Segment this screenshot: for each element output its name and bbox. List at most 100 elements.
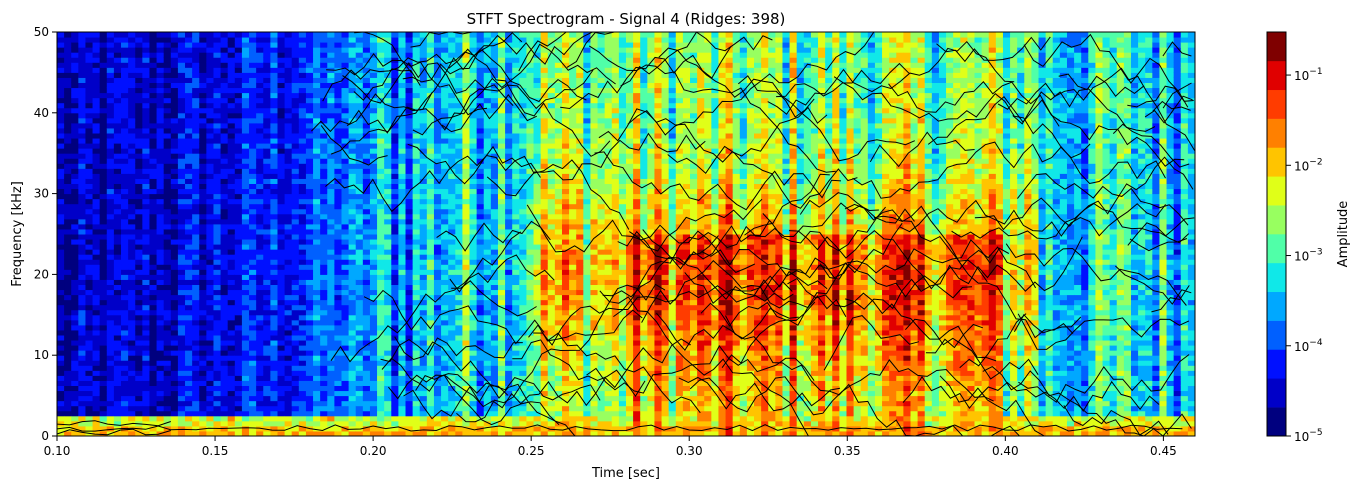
heatmap-cell bbox=[412, 92, 421, 99]
heatmap-cell bbox=[490, 415, 499, 422]
heatmap-cell bbox=[192, 314, 200, 321]
heatmap-cell bbox=[106, 178, 115, 184]
heatmap-cell bbox=[462, 370, 471, 376]
heatmap-cell bbox=[341, 345, 350, 351]
heatmap-cell bbox=[377, 345, 385, 351]
heatmap-cell bbox=[277, 420, 286, 427]
heatmap-cell bbox=[476, 62, 485, 68]
heatmap-cell bbox=[78, 289, 86, 296]
heatmap-cell bbox=[192, 420, 200, 427]
heatmap-cell bbox=[305, 77, 314, 83]
heatmap-cell bbox=[362, 153, 371, 159]
heatmap-cell bbox=[455, 400, 463, 407]
heatmap-cell bbox=[334, 52, 342, 58]
heatmap-cell bbox=[298, 143, 307, 149]
heatmap-cell bbox=[142, 52, 150, 58]
heatmap-cell bbox=[426, 183, 435, 190]
heatmap-cell bbox=[455, 203, 463, 210]
heatmap-cell bbox=[99, 309, 108, 316]
heatmap-cell bbox=[469, 289, 478, 296]
heatmap-cell bbox=[220, 97, 229, 104]
heatmap-cell bbox=[362, 345, 371, 351]
heatmap-cell bbox=[113, 173, 122, 179]
heatmap-cell bbox=[490, 102, 499, 109]
heatmap-cell bbox=[291, 163, 300, 169]
heatmap-cell bbox=[256, 148, 264, 154]
heatmap-cell bbox=[99, 294, 108, 301]
heatmap-cell bbox=[398, 304, 407, 311]
heatmap-cell bbox=[313, 365, 321, 371]
heatmap-cell bbox=[497, 254, 506, 260]
heatmap-cell bbox=[128, 138, 136, 144]
heatmap-cell bbox=[490, 198, 499, 205]
heatmap-cell bbox=[348, 92, 357, 99]
heatmap-cell bbox=[270, 178, 278, 184]
heatmap-cell bbox=[263, 370, 271, 376]
heatmap-cell bbox=[113, 370, 122, 376]
heatmap-cell bbox=[106, 67, 115, 73]
heatmap-cell bbox=[263, 340, 271, 346]
heatmap-cell bbox=[199, 102, 207, 109]
heatmap-cell bbox=[490, 117, 499, 124]
heatmap-cell bbox=[277, 223, 286, 230]
heatmap-cell bbox=[348, 425, 357, 432]
heatmap-cell bbox=[256, 380, 264, 386]
heatmap-cell bbox=[462, 47, 471, 53]
heatmap-cell bbox=[426, 410, 435, 417]
heatmap-cell bbox=[149, 329, 158, 336]
heatmap-cell bbox=[71, 72, 79, 78]
heatmap-cell bbox=[185, 350, 193, 356]
heatmap-cell bbox=[177, 138, 186, 144]
heatmap-cell bbox=[441, 415, 449, 422]
heatmap-cell bbox=[462, 138, 471, 144]
heatmap-cell bbox=[177, 385, 186, 392]
heatmap-cell bbox=[391, 143, 399, 149]
heatmap-cell bbox=[270, 249, 278, 255]
heatmap-cell bbox=[384, 218, 392, 225]
heatmap-cell bbox=[355, 335, 364, 341]
heatmap-cell bbox=[92, 360, 101, 366]
heatmap-cell bbox=[170, 122, 179, 129]
heatmap-cell bbox=[128, 380, 136, 386]
heatmap-cell bbox=[441, 269, 449, 275]
heatmap-cell bbox=[291, 244, 300, 250]
heatmap-cell bbox=[113, 203, 122, 210]
heatmap-cell bbox=[462, 153, 471, 159]
heatmap-cell bbox=[455, 430, 463, 437]
heatmap-cell bbox=[206, 335, 214, 341]
heatmap-cell bbox=[426, 213, 435, 220]
heatmap-cell bbox=[469, 319, 478, 326]
heatmap-cell bbox=[426, 82, 435, 89]
heatmap-cell bbox=[419, 102, 428, 109]
heatmap-cell bbox=[391, 228, 399, 235]
heatmap-cell bbox=[412, 148, 421, 154]
heatmap-cell bbox=[291, 345, 300, 351]
heatmap-cell bbox=[199, 299, 207, 306]
heatmap-cell bbox=[64, 415, 72, 422]
heatmap-cell bbox=[156, 122, 165, 129]
heatmap-cell bbox=[426, 143, 435, 149]
heatmap-cell bbox=[135, 188, 143, 195]
heatmap-cell bbox=[234, 274, 243, 280]
heatmap-cell bbox=[256, 72, 264, 78]
heatmap-cell bbox=[277, 324, 286, 331]
heatmap-cell bbox=[163, 228, 172, 235]
heatmap-cell bbox=[448, 430, 456, 437]
heatmap-cell bbox=[256, 32, 264, 38]
heatmap-cell bbox=[192, 178, 200, 184]
heatmap-cell bbox=[284, 259, 293, 265]
heatmap-cell bbox=[327, 309, 335, 316]
heatmap-cell bbox=[64, 92, 72, 99]
heatmap-cell bbox=[419, 360, 428, 366]
heatmap-cell bbox=[277, 279, 286, 285]
heatmap-cell bbox=[142, 304, 150, 311]
heatmap-cell bbox=[405, 92, 414, 99]
heatmap-cell bbox=[78, 72, 86, 78]
heatmap-cell bbox=[249, 143, 257, 149]
heatmap-cell bbox=[362, 97, 371, 104]
heatmap-cell bbox=[249, 294, 257, 301]
heatmap-cell bbox=[313, 102, 321, 109]
heatmap-cell bbox=[128, 198, 136, 205]
heatmap-cell bbox=[305, 52, 314, 58]
heatmap-cell bbox=[241, 117, 250, 124]
